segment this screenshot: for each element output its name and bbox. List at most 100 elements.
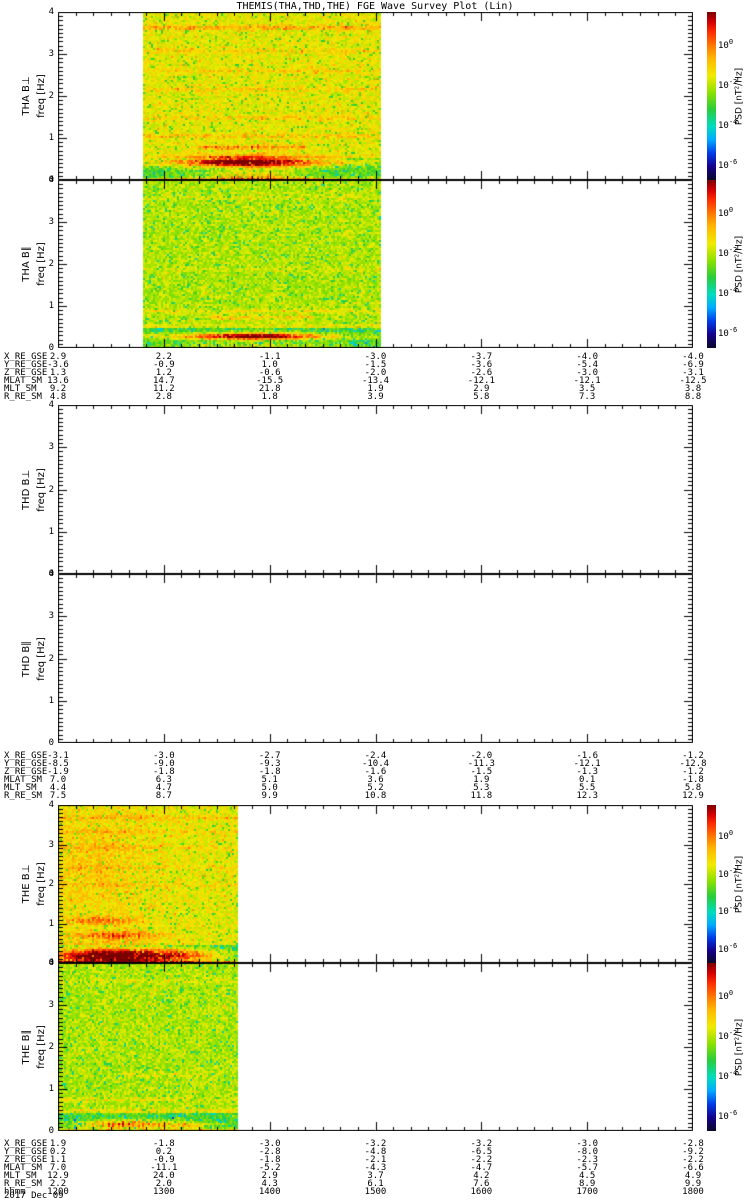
colorbar-tick-label: 10-6: [718, 326, 738, 340]
annotation-value: -1.5: [364, 360, 387, 370]
annotation-value: -12.1: [573, 376, 601, 386]
freq-tick-label: 2: [48, 259, 54, 269]
annotation-value: 7.0: [49, 1163, 67, 1173]
annotation-value: -3.6: [47, 360, 69, 370]
spectrogram-thd-bpar: [58, 574, 693, 743]
annotation-value: 3.9: [367, 392, 384, 402]
annotation-value: -0.9: [152, 360, 175, 370]
annotation-row-label: Y_RE_GSE: [4, 360, 48, 370]
annotation-value: -6.9: [682, 360, 704, 370]
colorbar-tick-label: 10-6: [718, 942, 738, 956]
annotation-value: -2.0: [470, 751, 493, 761]
annotation-value: 4.8: [49, 392, 67, 402]
annotation-value: -1.2: [682, 767, 704, 777]
annotation-value: 4.9: [684, 1171, 702, 1181]
freq-tick-label: 3: [48, 49, 54, 59]
annotation-value: -2.4: [364, 751, 387, 761]
annotation-value: 2.9: [49, 352, 67, 362]
freq-tick-label: 4: [48, 400, 54, 410]
time-tick-label: 1600: [470, 1187, 493, 1197]
freq-tick-label: 2: [48, 484, 54, 495]
annotation-value: 3.5: [579, 384, 596, 394]
annotation-row-label: MLAT_SM: [4, 376, 42, 386]
annotation-value: 5.0: [261, 783, 278, 793]
annotation-value: 9.9: [261, 791, 278, 801]
annotation-value: 2.0: [155, 1179, 172, 1189]
panel-label-thd-bperp: THD B⊥: [21, 469, 32, 510]
annotation-value: 5.5: [579, 783, 596, 793]
annotation-value: 14.7: [152, 376, 175, 386]
spectrogram-thd-bperp: [58, 405, 693, 574]
annotation-value: 4.7: [155, 783, 172, 793]
annotation-value: -1.8: [258, 1155, 281, 1165]
annotation-value: -8.0: [576, 1147, 598, 1157]
annotation-value: -5.4: [576, 360, 598, 370]
annotation-value: 1.8: [261, 392, 278, 402]
annotation-value: -2.8: [258, 1147, 281, 1157]
annotation-value: -3.6: [470, 360, 493, 370]
annotation-value: 7.5: [49, 791, 67, 801]
annotation-value: -3.2: [364, 1139, 387, 1149]
spectrogram-tha-bperp: [58, 12, 693, 180]
colorbar: [707, 805, 716, 963]
plot-title: THEMIS(THA,THD,THE) FGE Wave Survey Plot…: [236, 1, 514, 12]
freq-tick-label: 1: [48, 301, 54, 311]
freq-tick-label: 1: [48, 695, 54, 706]
annotation-value: 8.8: [684, 392, 702, 402]
annotation-value: 11.8: [470, 791, 493, 801]
annotation-value: -12.1: [467, 376, 495, 386]
freq-tick-label: 0: [48, 1126, 54, 1136]
annotation-value: 11.2: [152, 384, 175, 394]
annotation-value: 7.3: [579, 392, 596, 402]
annotation-value: 21.8: [258, 384, 281, 394]
annotation-value: 5.2: [367, 783, 384, 793]
freq-tick-label: 1: [48, 133, 54, 143]
spectrogram-the-bperp: [58, 805, 693, 963]
annotation-value: 4.5: [579, 1171, 596, 1181]
freq-tick-label: 2: [48, 879, 54, 889]
annotation-value: -1.6: [364, 767, 387, 777]
annotation-value: 0.1: [579, 775, 596, 785]
annotation-value: 10.8: [364, 791, 387, 801]
freq-tick-label: 3: [48, 217, 54, 227]
annotation-value: -1.8: [152, 767, 175, 777]
freq-tick-label: 3: [48, 611, 54, 622]
annotation-value: 12.9: [47, 1171, 69, 1181]
annotation-value: 2.9: [261, 1171, 278, 1181]
spectrogram-the-bpar: [58, 963, 693, 1131]
panel-label-tha-bperp: THA B⊥: [21, 76, 32, 116]
annotation-value: 12.9: [682, 791, 704, 801]
panel-label-tha-bpar: THA B∥: [21, 246, 32, 282]
colorbar-tick-label: 10-6: [718, 1109, 738, 1123]
annotation-row-label: X_RE_GSE: [4, 352, 48, 362]
freq-tick-label: 2: [48, 1042, 54, 1052]
annotation-row-label: MLT_SM: [4, 783, 37, 793]
colorbar-tick-label: 100: [718, 989, 734, 1003]
annotation-value: 2.2: [155, 352, 172, 362]
colorbar-tick-label: 10-4: [718, 1069, 738, 1083]
freq-tick-label: 3: [48, 442, 54, 453]
annotation-row-label: Z_RE_GSE: [4, 1155, 48, 1165]
annotation-value: -9.0: [152, 759, 175, 769]
annotation-value: -1.2: [682, 751, 704, 761]
freq-tick-label: 3: [48, 839, 54, 850]
time-tick-label: 1700: [576, 1187, 598, 1197]
freq-tick-label: 0: [48, 738, 54, 748]
annotation-value: -4.0: [682, 352, 704, 362]
annotation-value: 13.6: [47, 376, 69, 386]
colorbar-tick-label: 100: [718, 38, 734, 52]
panel-label-the-bperp: THE B⊥: [21, 864, 32, 904]
annotation-value: 3.7: [367, 1171, 384, 1181]
colorbar-tick-label: 10-2: [718, 246, 738, 260]
annotation-row-label: MLT_SM: [4, 384, 37, 394]
freq-tick-label: 0: [48, 958, 54, 968]
annotation-value: -1.6: [576, 751, 598, 761]
annotation-value: 1.9: [367, 384, 384, 394]
annotation-value: 4.2: [473, 1171, 490, 1181]
annotation-value: 9.9: [684, 1179, 702, 1189]
annotation-value: 2.8: [155, 392, 172, 402]
annotation-row-label: Y_RE_GSE: [4, 759, 48, 769]
annotation-value: -2.2: [470, 1155, 493, 1165]
panel-label-the-bpar: THE B∥: [21, 1029, 32, 1065]
annotation-value: 4.3: [261, 1179, 278, 1189]
